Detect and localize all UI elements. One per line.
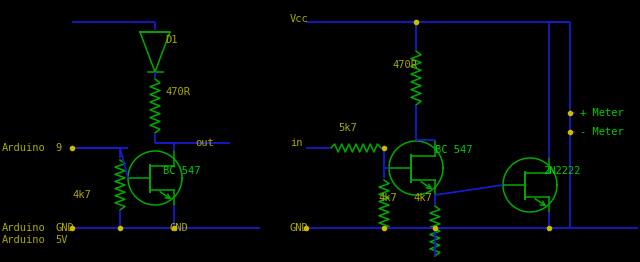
Text: GND: GND — [170, 223, 189, 233]
Text: 4k7: 4k7 — [72, 190, 91, 200]
Text: Arduino: Arduino — [2, 235, 45, 245]
Text: GND: GND — [55, 223, 74, 233]
Text: 9: 9 — [55, 143, 61, 153]
Text: Arduino: Arduino — [2, 223, 45, 233]
Text: 5k7: 5k7 — [338, 123, 356, 133]
Text: out: out — [195, 138, 214, 148]
Text: 470R: 470R — [392, 60, 417, 70]
Text: 2N2222: 2N2222 — [543, 166, 580, 176]
Text: GND: GND — [290, 223, 308, 233]
Text: + Meter: + Meter — [580, 108, 624, 118]
Text: Vcc: Vcc — [290, 14, 308, 24]
Text: 4k7: 4k7 — [413, 193, 432, 203]
Text: BC 547: BC 547 — [163, 166, 200, 176]
Text: 5V: 5V — [55, 235, 67, 245]
Text: 4k7: 4k7 — [378, 193, 397, 203]
Text: - Meter: - Meter — [580, 127, 624, 137]
Text: in: in — [290, 138, 303, 148]
Text: BC 547: BC 547 — [435, 145, 472, 155]
Text: 470R: 470R — [165, 87, 190, 97]
Text: Arduino: Arduino — [2, 143, 45, 153]
Text: D1: D1 — [165, 35, 177, 45]
